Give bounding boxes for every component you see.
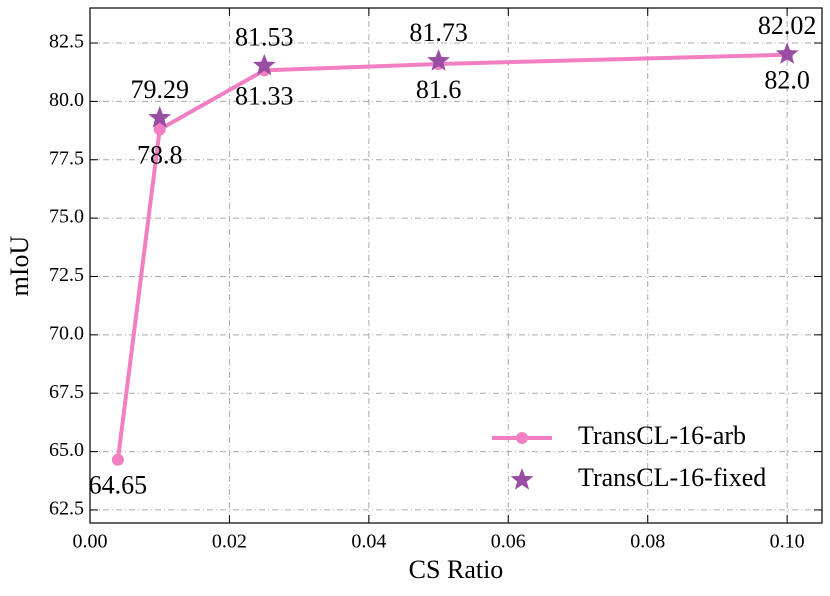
data-point (427, 49, 450, 71)
data-label: 81.73 (409, 18, 468, 47)
data-point (775, 42, 799, 64)
x-axis-label: CS Ratio (409, 555, 504, 584)
y-tick-label: 67.5 (49, 381, 84, 403)
y-axis-label: mIoU (5, 235, 34, 296)
x-tick-label: 0.10 (770, 531, 805, 553)
legend-label: TransCL-16-arb (578, 421, 746, 450)
legend-marker (516, 432, 528, 444)
data-point (153, 123, 166, 136)
x-tick-label: 0.08 (630, 531, 665, 553)
y-tick-label: 62.5 (49, 498, 84, 520)
y-tick-label: 80.0 (49, 89, 84, 111)
data-point (111, 453, 124, 466)
y-tick-label: 70.0 (49, 322, 84, 344)
data-point (252, 53, 276, 76)
data-label: 82.02 (758, 11, 817, 40)
data-label: 81.33 (235, 81, 294, 110)
x-tick-label: 0.06 (491, 531, 526, 553)
data-label: 78.8 (137, 140, 183, 169)
data-label: 82.0 (764, 66, 810, 95)
y-tick-label: 75.0 (49, 206, 84, 228)
data-label: 81.6 (416, 75, 462, 104)
data-label: 79.29 (130, 75, 189, 104)
x-tick-label: 0.00 (73, 531, 108, 553)
x-tick-label: 0.04 (351, 531, 386, 553)
y-tick-label: 72.5 (49, 264, 84, 286)
y-tick-label: 65.0 (49, 439, 84, 461)
data-label: 64.65 (89, 471, 148, 500)
legend-label: TransCL-16-fixed (578, 463, 766, 492)
data-point (148, 106, 172, 128)
x-tick-label: 0.02 (212, 531, 247, 553)
y-tick-label: 77.5 (49, 147, 84, 169)
series-line (115, 52, 788, 460)
data-label: 81.53 (235, 23, 294, 52)
plot-frame (89, 7, 823, 524)
legend-marker (510, 468, 534, 490)
y-tick-label: 82.5 (49, 31, 84, 53)
